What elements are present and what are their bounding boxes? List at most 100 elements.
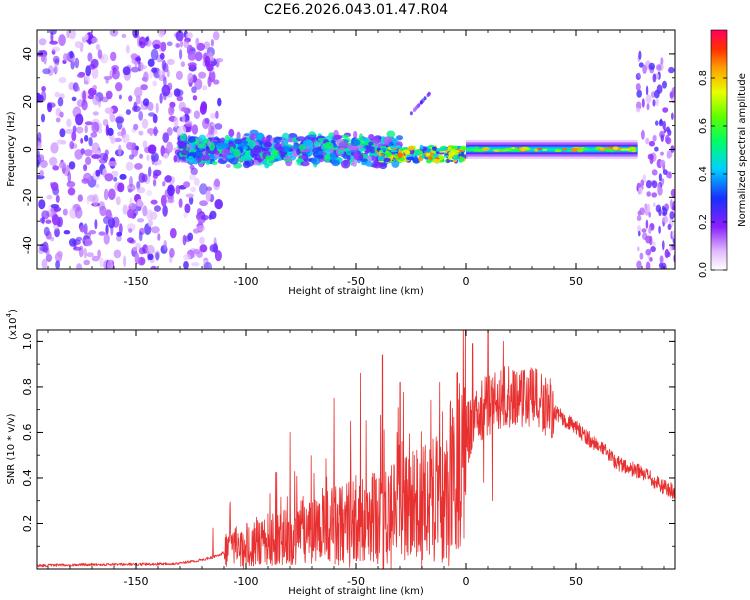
spectrogram-blob bbox=[173, 155, 178, 163]
spectrogram-blob bbox=[430, 150, 437, 153]
spectrogram-blob bbox=[665, 126, 671, 133]
spectrogram-blob bbox=[105, 90, 113, 100]
y-tick-label: 1.0 bbox=[21, 333, 34, 351]
spectrogram-blob bbox=[125, 109, 131, 115]
spectrogram-blob bbox=[333, 134, 343, 140]
spectrogram-blob bbox=[432, 158, 440, 164]
spectrogram-blob bbox=[81, 100, 88, 111]
spectrogram-blob bbox=[641, 228, 647, 233]
spectrogram-blob bbox=[75, 206, 83, 219]
spectrogram-blob bbox=[228, 128, 235, 138]
spectrogram-blob bbox=[75, 113, 84, 126]
spectrogram-blob bbox=[210, 39, 214, 47]
spectrogram-blob bbox=[160, 41, 167, 52]
spectrogram-blob bbox=[209, 210, 217, 220]
spectrogram-blob bbox=[307, 134, 317, 138]
spectrogram-blob bbox=[142, 140, 148, 149]
spectrogram-blob bbox=[175, 70, 183, 80]
spectrogram-blob bbox=[283, 139, 289, 146]
spectrogram-blob bbox=[117, 131, 123, 137]
spectrogram-blob bbox=[97, 249, 101, 259]
x-tick-label: -100 bbox=[234, 575, 259, 588]
svg-text:(x104): (x104) bbox=[5, 309, 19, 340]
spectrogram-blob bbox=[394, 153, 398, 156]
spectrogram-blob bbox=[220, 137, 225, 142]
spectrogram-blob bbox=[645, 219, 649, 229]
spectrogram-blob bbox=[107, 127, 114, 136]
spectrogram-blob bbox=[92, 95, 100, 106]
colorbar-tick-label: 0.2 bbox=[698, 214, 709, 230]
spectrogram-blob bbox=[313, 140, 320, 148]
spectrogram-blob bbox=[406, 156, 415, 161]
spectrogram-blob bbox=[147, 101, 154, 111]
spectrogram-blob bbox=[183, 40, 190, 49]
spectrogram-blob bbox=[511, 147, 516, 150]
spectrogram-blob bbox=[205, 190, 211, 202]
spectrogram-blob bbox=[38, 199, 46, 210]
spectrogram-blob bbox=[68, 161, 76, 170]
spectrogram-blob bbox=[253, 145, 262, 154]
spectrogram-blob bbox=[670, 188, 675, 198]
spectrogram-blob bbox=[295, 136, 306, 142]
spectrogram-blob bbox=[148, 219, 153, 227]
spectrogram-blob bbox=[67, 187, 76, 196]
spectrogram-panel: -150 -100 -50 0 50 -40 -20 0 20 40 Height of str… bbox=[6, 29, 676, 297]
spectrogram-blob bbox=[139, 62, 144, 72]
spectrogram-blob bbox=[369, 146, 376, 154]
spectrogram-blob bbox=[214, 123, 223, 130]
spectrogram-blob bbox=[648, 140, 656, 147]
spectrogram-blob bbox=[365, 160, 373, 167]
spectrogram-blob bbox=[116, 231, 123, 237]
spectrogram-blob bbox=[76, 263, 83, 269]
spectrogram-blob bbox=[214, 150, 220, 155]
spectrogram-blob bbox=[344, 147, 350, 152]
spectrogram-blob bbox=[128, 95, 133, 102]
spectrogram-blob bbox=[68, 238, 77, 247]
spectrogram-blob bbox=[214, 250, 222, 262]
spectrogram-blob bbox=[121, 33, 127, 39]
spectrogram-blob bbox=[646, 103, 650, 111]
spectrogram-blob bbox=[409, 111, 413, 116]
spectrogram-blob bbox=[75, 236, 83, 242]
spectrogram-blob bbox=[179, 49, 183, 60]
y-tick-label: 20 bbox=[21, 95, 34, 109]
spectrogram-blob bbox=[127, 208, 134, 219]
spectrogram-blob bbox=[652, 134, 657, 142]
spectrogram-blob bbox=[153, 43, 161, 50]
colorbar-ticks: 0.0 0.2 0.4 0.6 0.8 bbox=[698, 70, 727, 278]
spectrogram-blob bbox=[107, 217, 116, 229]
spectrogram-blob bbox=[660, 57, 664, 65]
spectrogram-x-axis-label: Height of straight line (km) bbox=[288, 286, 424, 297]
spectrogram-blob bbox=[192, 95, 198, 101]
spectrogram-blob bbox=[42, 68, 51, 75]
spectrogram-blob bbox=[72, 108, 81, 115]
spectrogram-blob bbox=[233, 148, 241, 158]
x-tick-label: 50 bbox=[569, 575, 583, 588]
spectrogram-blob bbox=[204, 55, 211, 67]
spectrogram-blob bbox=[80, 42, 84, 49]
spectrogram-blob bbox=[554, 149, 562, 153]
spectrogram-blob bbox=[604, 148, 613, 152]
spectrogram-blob bbox=[41, 258, 48, 269]
spectrogram-blob bbox=[637, 246, 640, 252]
spectrogram-blob bbox=[127, 183, 136, 192]
spectrogram-blob bbox=[301, 149, 310, 153]
spectrogram-blob bbox=[103, 75, 113, 80]
spectrogram-blob bbox=[296, 148, 301, 156]
spectrogram-blob bbox=[176, 95, 184, 102]
spectrogram-blob bbox=[135, 56, 141, 62]
spectrogram-blob bbox=[84, 33, 89, 41]
spectrogram-blob bbox=[203, 41, 211, 50]
spectrogram-blob bbox=[660, 160, 666, 166]
spectrogram-blob bbox=[198, 163, 204, 168]
spectrogram-blob bbox=[261, 136, 267, 143]
spectrogram-blob bbox=[97, 49, 103, 59]
spectrogram-blob bbox=[90, 58, 99, 69]
spectrogram-blob bbox=[77, 194, 84, 202]
spectrogram-blob bbox=[101, 96, 109, 103]
spectrogram-blob bbox=[83, 164, 88, 172]
spectrogram-blob bbox=[439, 146, 448, 152]
spectrogram-blob bbox=[136, 218, 145, 223]
spectrogram-blob bbox=[650, 246, 656, 253]
spectrogram-blob bbox=[104, 173, 114, 182]
